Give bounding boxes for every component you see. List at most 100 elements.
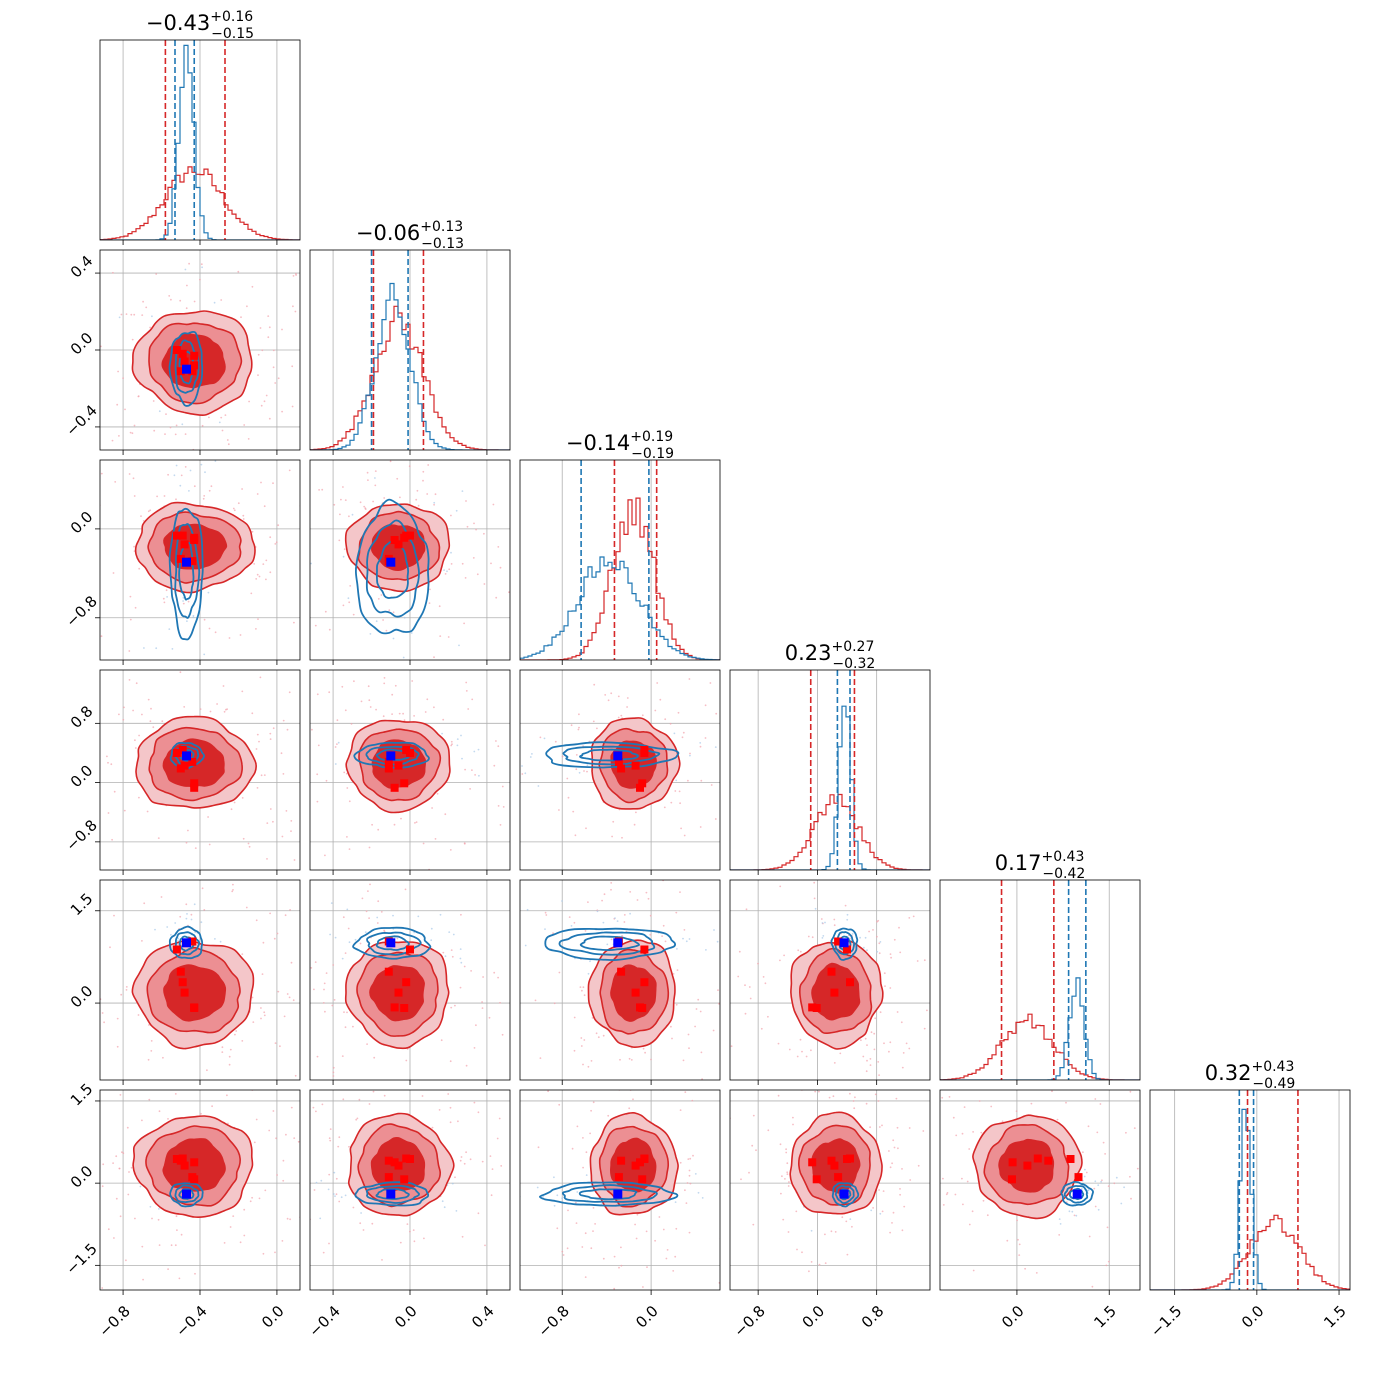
sample-point bbox=[185, 917, 188, 920]
sample-point bbox=[285, 810, 288, 812]
sample-point bbox=[1099, 1103, 1102, 1105]
sample-point bbox=[851, 1225, 853, 1228]
sample-point bbox=[955, 1134, 958, 1137]
truth-marker-red bbox=[188, 757, 197, 766]
sample-point bbox=[536, 1152, 538, 1154]
sample-point bbox=[226, 708, 228, 711]
sample-point bbox=[141, 1119, 143, 1122]
sample-point bbox=[859, 936, 861, 939]
panel-4-2 bbox=[519, 879, 735, 1128]
sample-point bbox=[683, 1126, 685, 1128]
sample-point bbox=[259, 327, 262, 329]
sample-point bbox=[675, 1227, 678, 1230]
sample-point bbox=[363, 505, 366, 508]
x-tick-label: 0.0 bbox=[799, 1302, 829, 1332]
sample-point bbox=[438, 605, 441, 608]
sample-point bbox=[303, 934, 305, 936]
sample-point bbox=[180, 1233, 183, 1236]
sample-point bbox=[738, 1200, 740, 1202]
sample-point bbox=[320, 1300, 322, 1302]
sample-point bbox=[1043, 1074, 1045, 1076]
sample-point bbox=[590, 1247, 593, 1250]
sample-point bbox=[286, 874, 288, 876]
sample-point bbox=[568, 916, 571, 918]
sample-point bbox=[137, 1014, 140, 1016]
sample-point bbox=[185, 903, 188, 906]
sample-point bbox=[337, 1145, 340, 1148]
sample-point bbox=[908, 917, 911, 919]
sample-point bbox=[256, 733, 259, 736]
sample-point bbox=[374, 484, 377, 487]
sample-point bbox=[439, 635, 442, 637]
sample-point bbox=[267, 315, 270, 317]
sample-point bbox=[1093, 1187, 1096, 1190]
sample-point bbox=[250, 592, 253, 595]
sample-point bbox=[594, 1223, 596, 1225]
sample-point bbox=[664, 940, 667, 943]
sample-point bbox=[199, 708, 202, 710]
sample-point bbox=[697, 1191, 700, 1194]
sample-point bbox=[289, 909, 291, 911]
sample-point bbox=[547, 1090, 549, 1093]
sample-point bbox=[366, 1043, 368, 1045]
sample-point bbox=[319, 972, 321, 974]
title-median: −0.43 bbox=[146, 11, 210, 35]
sample-point bbox=[262, 941, 265, 944]
sample-point bbox=[310, 967, 313, 969]
sample-point bbox=[223, 1242, 226, 1244]
sample-point bbox=[877, 1100, 880, 1102]
sample-point bbox=[212, 430, 214, 432]
sample-point bbox=[57, 691, 59, 693]
sample-point bbox=[282, 773, 285, 775]
sample-point bbox=[337, 741, 340, 744]
sample-point bbox=[328, 1137, 331, 1140]
sample-point bbox=[583, 994, 586, 997]
sample-point bbox=[170, 933, 172, 936]
sample-point bbox=[792, 1116, 794, 1119]
sample-point bbox=[294, 1074, 297, 1077]
truth-marker-red bbox=[617, 764, 626, 773]
title-minus: −0.15 bbox=[211, 26, 254, 42]
sample-point bbox=[828, 1096, 831, 1099]
sample-point bbox=[367, 479, 369, 481]
sample-point bbox=[470, 970, 472, 972]
sample-point bbox=[192, 616, 195, 619]
sample-point bbox=[83, 382, 85, 384]
sample-point bbox=[818, 1263, 821, 1266]
sample-point bbox=[186, 284, 188, 287]
sample-point bbox=[1115, 1176, 1118, 1179]
sample-point bbox=[1018, 1243, 1021, 1246]
sample-point bbox=[265, 1058, 267, 1060]
sample-point bbox=[328, 691, 331, 694]
sample-point bbox=[542, 1196, 545, 1198]
sample-point bbox=[699, 826, 702, 828]
truth-marker-red bbox=[812, 1175, 821, 1184]
sample-point bbox=[347, 597, 350, 600]
sample-point bbox=[1082, 1151, 1084, 1154]
sample-point bbox=[733, 1031, 735, 1033]
truth-marker-red bbox=[180, 357, 189, 366]
sample-point bbox=[580, 1037, 583, 1039]
sample-point bbox=[383, 677, 386, 679]
sample-point bbox=[666, 1249, 669, 1251]
sample-point bbox=[279, 1045, 281, 1048]
sample-point bbox=[168, 242, 170, 244]
sample-point bbox=[273, 937, 276, 940]
sample-point bbox=[325, 779, 328, 782]
sample-point bbox=[361, 1091, 363, 1093]
sample-point bbox=[346, 787, 349, 789]
sample-point bbox=[463, 965, 466, 968]
sample-point bbox=[659, 698, 662, 701]
sample-point bbox=[476, 573, 479, 576]
sample-point bbox=[917, 1164, 920, 1167]
sample-point bbox=[295, 274, 297, 276]
sample-point bbox=[354, 938, 357, 941]
sample-point bbox=[422, 479, 424, 482]
sample-point bbox=[345, 1018, 347, 1020]
sample-point bbox=[403, 616, 406, 619]
sample-point bbox=[497, 976, 499, 979]
sample-point bbox=[228, 1055, 231, 1058]
sample-point bbox=[111, 838, 113, 841]
sample-point bbox=[582, 507, 584, 509]
sample-point bbox=[738, 950, 741, 953]
